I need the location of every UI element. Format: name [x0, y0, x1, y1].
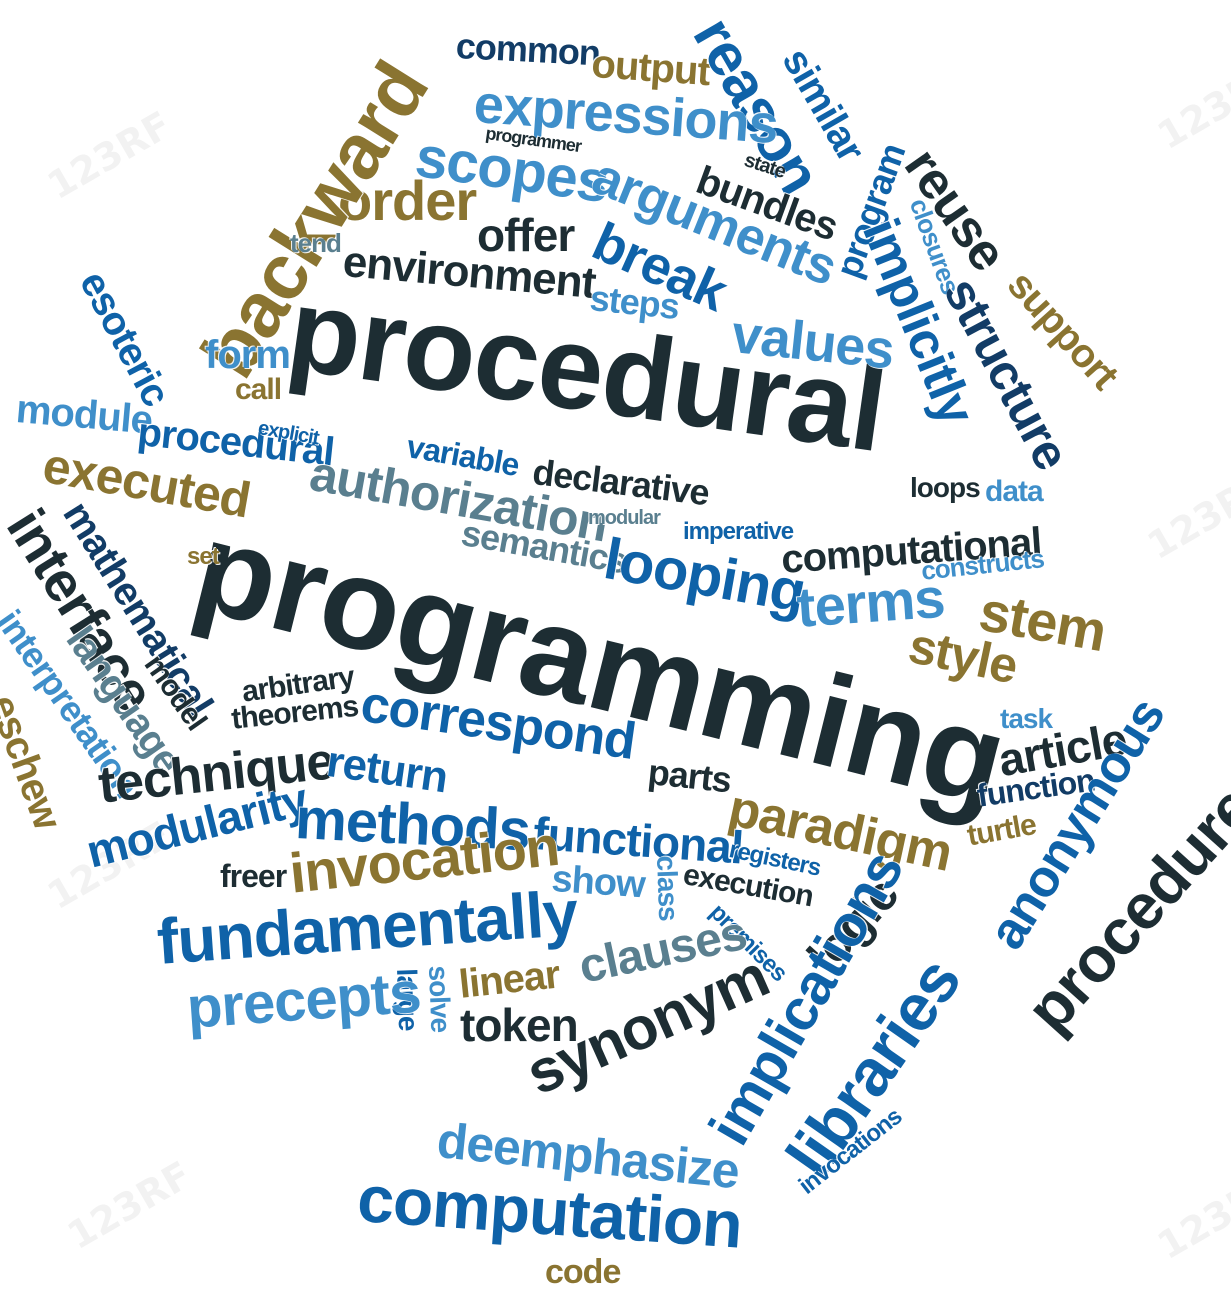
- word-class: class: [651, 854, 685, 922]
- word-parts: parts: [646, 751, 733, 801]
- watermark-3: 123RF: [1140, 462, 1231, 569]
- word-precepts: precepts: [184, 959, 423, 1041]
- word-freer: freer: [220, 858, 287, 894]
- word-form: form: [205, 333, 291, 377]
- word-token: token: [460, 999, 579, 1051]
- word-tend: tend: [290, 228, 342, 258]
- watermark-1: 123RF: [40, 102, 179, 209]
- word-linear: linear: [456, 952, 562, 1007]
- watermark-2: 123RF: [1150, 52, 1231, 159]
- word-set: set: [187, 543, 220, 570]
- word-imperative: imperative: [683, 518, 794, 545]
- word-loops: loops: [910, 472, 981, 503]
- word-offer: offer: [477, 209, 575, 261]
- word-call: call: [235, 373, 282, 406]
- watermark-6: 123RF: [1150, 1162, 1231, 1269]
- word-data: data: [985, 475, 1044, 508]
- word-modular: modular: [588, 507, 661, 529]
- word-common: common: [455, 25, 601, 74]
- word-esoteric: esoteric: [70, 264, 179, 414]
- word-module: module: [14, 387, 154, 443]
- word-order: order: [338, 169, 477, 232]
- word-task: task: [1000, 703, 1053, 734]
- watermark-5: 123RF: [60, 1152, 199, 1259]
- word-code: code: [545, 1253, 621, 1291]
- word-solve: solve: [423, 964, 457, 1033]
